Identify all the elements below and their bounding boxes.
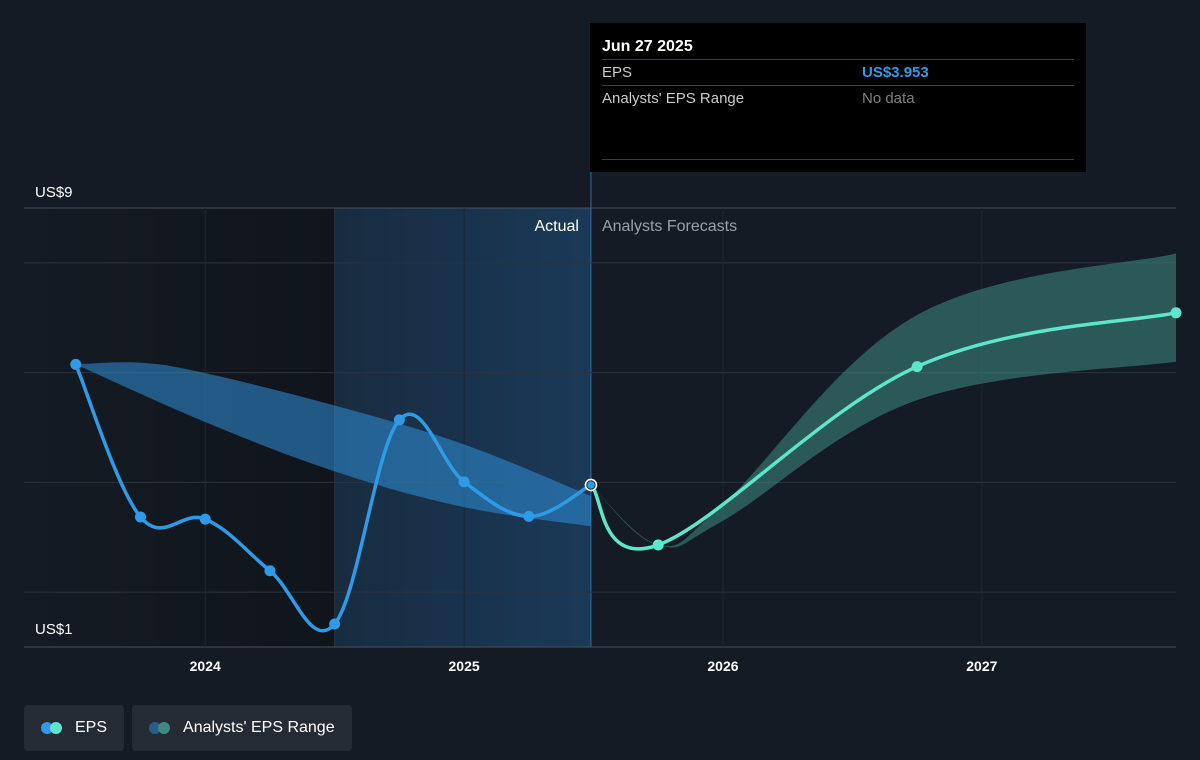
tooltip-divider xyxy=(602,159,1074,160)
eps-point xyxy=(329,618,341,630)
tooltip-eps-value: US$3.953 xyxy=(862,64,929,81)
x-tick-label: 2025 xyxy=(449,658,480,674)
eps-point xyxy=(134,511,146,523)
eps-point xyxy=(264,565,276,577)
x-tick-label: 2024 xyxy=(190,658,221,674)
eps-forecast-point xyxy=(652,539,664,551)
tooltip-range-value: No data xyxy=(862,90,915,107)
x-tick-label: 2026 xyxy=(707,658,738,674)
tooltip-range-label: Analysts' EPS Range xyxy=(602,90,745,107)
eps-point xyxy=(393,414,405,426)
legend-label-eps: EPS xyxy=(75,719,108,736)
eps-range-legend-icon xyxy=(149,722,173,734)
actual-region-label: Actual xyxy=(534,218,578,235)
eps-forecast-line xyxy=(589,311,1178,551)
x-tick-label: 2027 xyxy=(966,658,997,674)
eps-highlight-point-core xyxy=(587,481,595,489)
eps-point xyxy=(70,358,82,370)
eps-range-forecast-band xyxy=(590,253,1176,548)
legend-label-eps-range: Analysts' EPS Range xyxy=(183,719,335,736)
legend-item-eps[interactable]: EPS xyxy=(24,705,125,751)
y-tick-label: US$9 xyxy=(35,184,73,201)
eps-forecast-point xyxy=(911,361,923,373)
eps-point xyxy=(523,510,535,522)
eps-point xyxy=(458,476,470,488)
tooltip-row-range: Analysts' EPS Range No data xyxy=(602,85,1074,111)
eps-point xyxy=(199,513,211,525)
forecast-region-label: Analysts Forecasts xyxy=(602,218,737,235)
eps-forecast-point xyxy=(1170,307,1182,319)
legend: EPS Analysts' EPS Range xyxy=(24,705,352,751)
tooltip-eps-label: EPS xyxy=(602,64,633,81)
tooltip-row-eps: EPS US$3.953 xyxy=(602,59,1074,85)
legend-item-eps-range[interactable]: Analysts' EPS Range xyxy=(132,705,352,751)
gridlines xyxy=(24,207,1176,648)
y-tick-label: US$1 xyxy=(35,621,73,638)
tooltip-date: Jun 27 2025 xyxy=(602,38,693,55)
tooltip: Jun 27 2025 EPS US$3.953 Analysts' EPS R… xyxy=(590,23,1086,172)
eps-legend-icon xyxy=(41,722,65,734)
